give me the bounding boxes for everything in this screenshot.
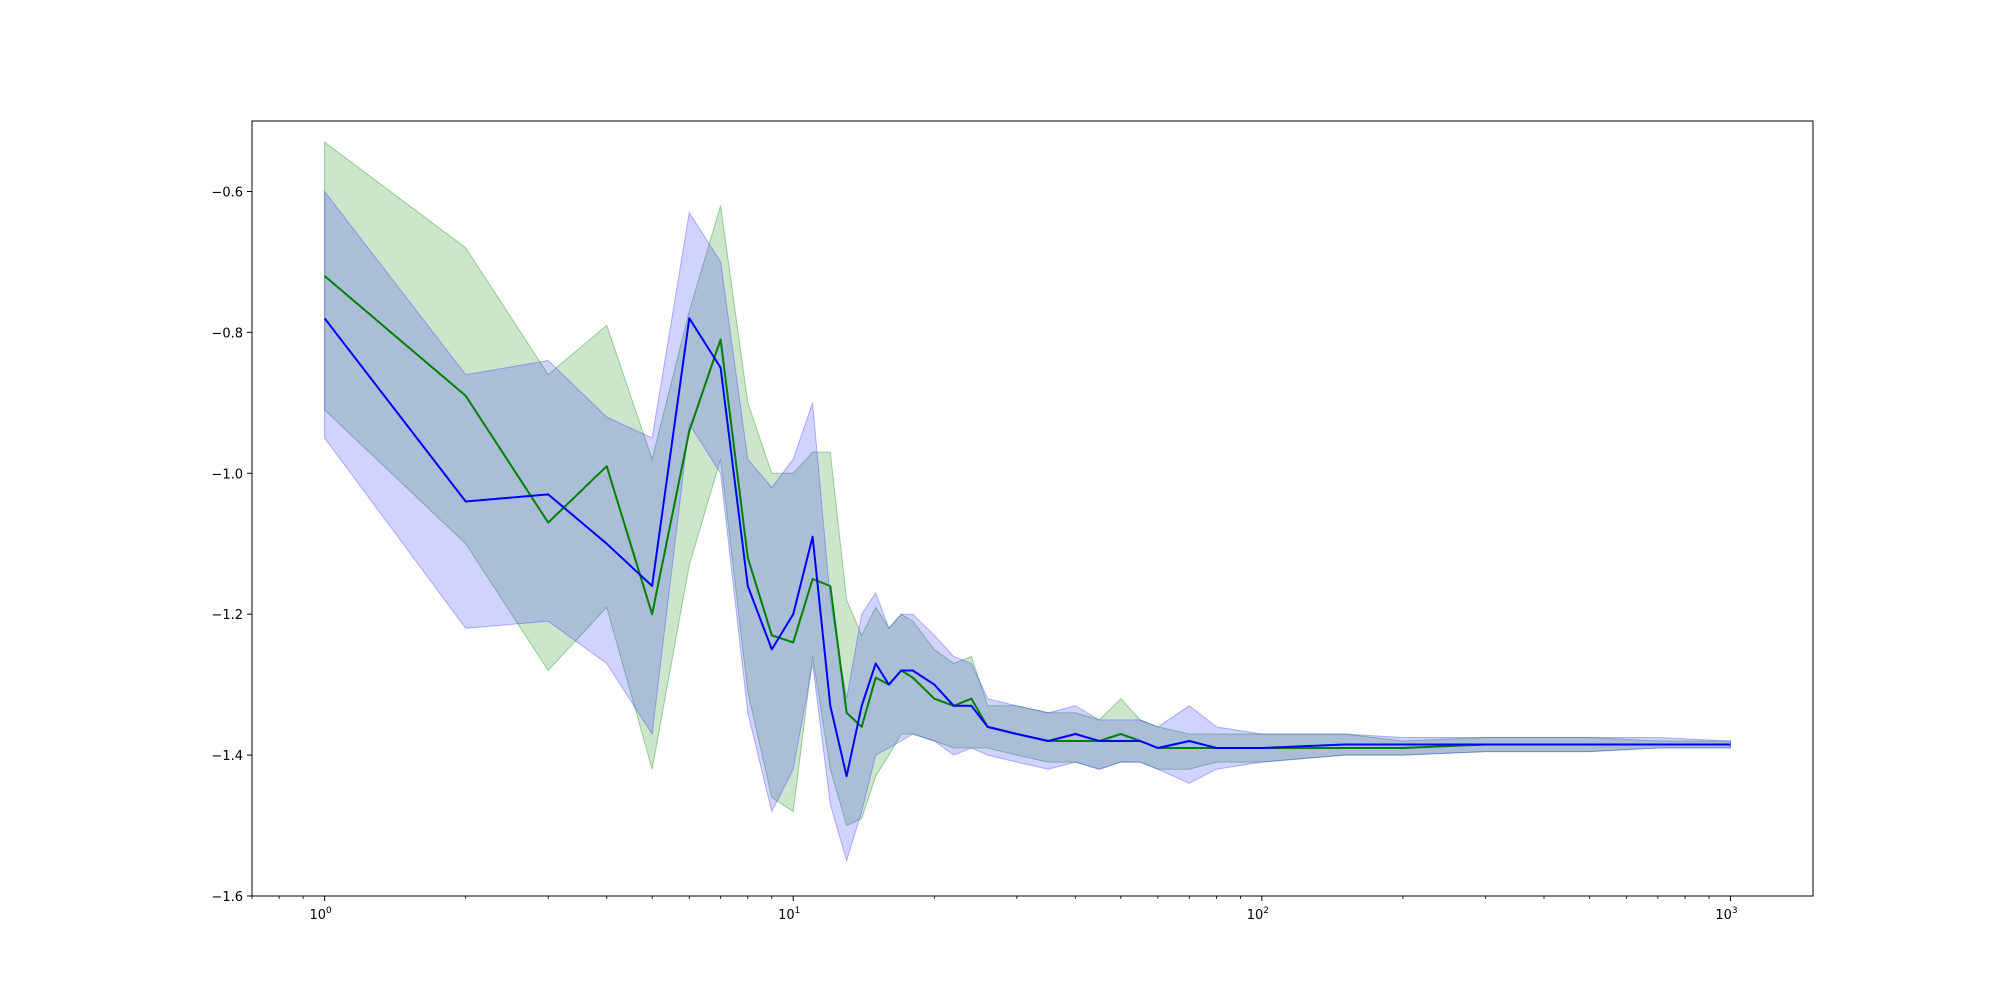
y-tick-label: −1.4 bbox=[211, 749, 243, 764]
y-tick-label: −1.6 bbox=[211, 890, 243, 905]
x-tick-label: 102 bbox=[1247, 906, 1269, 923]
y-axis: −0.6 −0.8 −1.0 −1.2 −1.4 −1.6 bbox=[211, 185, 252, 905]
confidence-bands bbox=[324, 141, 1731, 863]
y-tick-label: −1.0 bbox=[211, 467, 243, 482]
x-axis: 100 101 102 103 bbox=[251, 896, 1738, 923]
series-2-band bbox=[324, 190, 1731, 863]
series-lines bbox=[323, 275, 1731, 778]
y-tick-label: −1.2 bbox=[211, 608, 243, 623]
x-tick-label: 100 bbox=[309, 906, 332, 923]
y-tick-label: −0.6 bbox=[211, 185, 243, 200]
y-tick-label: −0.8 bbox=[211, 326, 243, 341]
x-tick-label: 103 bbox=[1715, 906, 1737, 923]
series-1-band bbox=[324, 141, 1731, 827]
plot-frame bbox=[251, 120, 1814, 897]
x-tick-label: 101 bbox=[778, 906, 800, 923]
series-2-line bbox=[323, 317, 1731, 778]
